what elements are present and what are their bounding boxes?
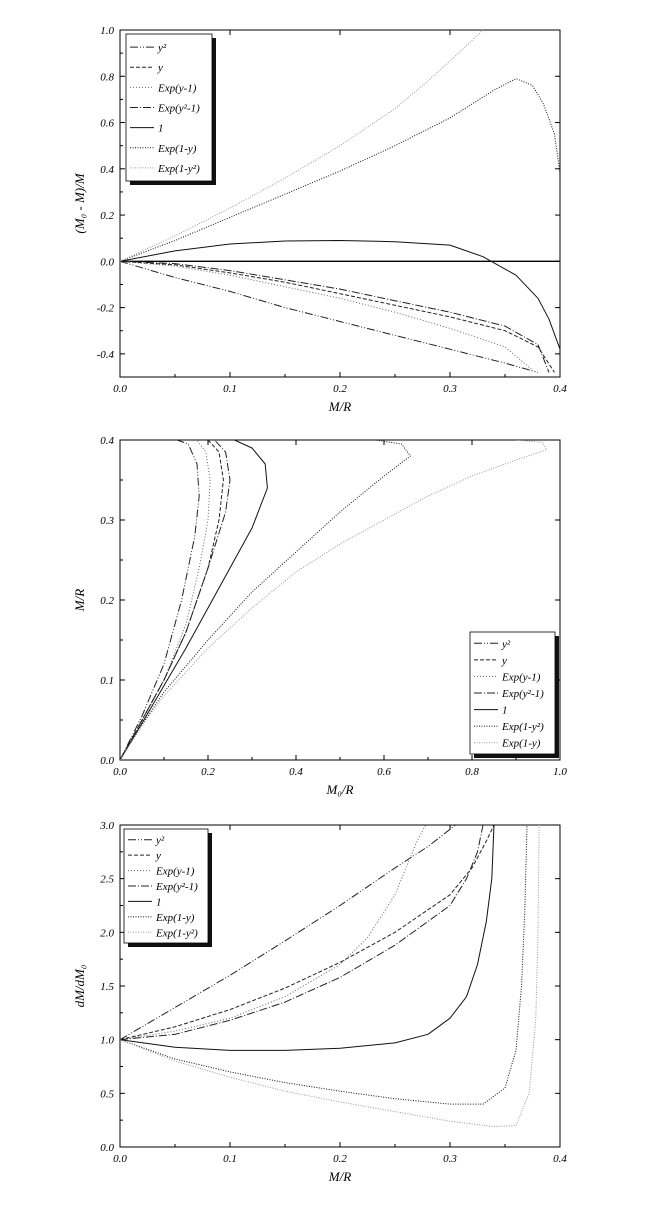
- y-tick-label: 0.4: [100, 164, 114, 176]
- series-line-5: [120, 825, 495, 1051]
- legend-entry: Exp(1-y²): [501, 721, 544, 733]
- series-line-1: [120, 825, 456, 1041]
- legend-entry: Exp(1-y²): [157, 163, 200, 175]
- series-line-5: [120, 240, 560, 350]
- series-group: [120, 440, 548, 760]
- legend-entry: Exp(y²-1): [157, 103, 200, 115]
- legend-entry: 1: [158, 123, 164, 135]
- legend-entry: 1: [156, 896, 162, 908]
- x-tick-label: 0.0: [113, 383, 127, 395]
- y-axis-label: M/R: [72, 589, 87, 612]
- series-line-2: [120, 825, 495, 1041]
- y-tick-label: 3.0: [99, 820, 114, 832]
- x-tick-label: 0.1: [223, 1153, 237, 1165]
- y-tick-label: 0.3: [100, 515, 114, 527]
- y-tick-label: 1.0: [100, 1035, 114, 1047]
- x-tick-label: 0.4: [553, 383, 567, 395]
- legend-entry: Exp(y-1): [155, 866, 195, 878]
- x-tick-label: 0.2: [201, 766, 215, 778]
- y-tick-label: 0.2: [100, 210, 114, 222]
- y-tick-label: 1.0: [100, 25, 114, 37]
- y-tick-label: 0.6: [100, 118, 114, 130]
- series-line-7: [120, 30, 484, 262]
- x-tick-label: 0.2: [333, 383, 347, 395]
- y-tick-label: 0.4: [100, 435, 114, 447]
- legend-entry: Exp(1-y²): [155, 927, 198, 939]
- series-line-4: [120, 440, 231, 760]
- legend-entry: Exp(y²-1): [501, 688, 544, 700]
- legend-entry: y: [501, 655, 507, 667]
- y-tick-label: 0.1: [100, 675, 114, 687]
- chart-1: 0.0 0.1 0.2 0.3 0.4 -0.4 -0.2 0.0 0.2 0.4 0.6 0.8 1.…: [72, 25, 567, 414]
- series-line-3: [120, 260, 533, 371]
- series-line-4: [120, 260, 550, 373]
- series-line-7: [120, 825, 540, 1128]
- series-line-2: [120, 260, 555, 373]
- series-line-1: [120, 260, 539, 373]
- y-tick-label: -0.2: [97, 303, 115, 315]
- legend: y² y Exp(y-1) Exp(y²-1) 1 Exp(1-y) Exp(1-y²): [123, 828, 212, 947]
- legend: y² y Exp(y-1) Exp(y²-1) 1 Exp(1-y) Exp(1-y²): [125, 33, 216, 185]
- y-axis-label: dM/dM₀: [72, 965, 87, 1008]
- x-tick-label: 0.4: [289, 766, 303, 778]
- series-group: [120, 825, 540, 1128]
- x-tick-label: 0.0: [113, 766, 127, 778]
- y-tick-label: 0.8: [100, 71, 114, 83]
- y-tick-label: 2.5: [100, 874, 114, 886]
- x-tick-label: 0.4: [553, 1153, 567, 1165]
- y-tick-label: 0.0: [100, 256, 114, 268]
- y-tick-label: 0.2: [100, 595, 114, 607]
- series-group: [120, 30, 560, 373]
- y-tick-label: 1.5: [100, 981, 114, 993]
- legend-entry: 1: [502, 705, 508, 717]
- y-tick-label: 2.0: [100, 927, 114, 939]
- x-tick-label: 0.3: [443, 383, 457, 395]
- x-tick-label: 0.2: [333, 1153, 347, 1165]
- legend-entry: Exp(1-y): [155, 912, 195, 924]
- legend-entry: Exp(1-y): [501, 738, 541, 750]
- x-tick-label: 0.6: [377, 766, 391, 778]
- chart-3: 0.0 0.1 0.2 0.3 0.4 0.0 0.5 1.0 1.5 2.0 2.5 3.0 M/R d…: [72, 820, 567, 1184]
- y-tick-label: 0.0: [100, 755, 114, 767]
- x-tick-label: 0.1: [223, 383, 237, 395]
- legend-entry: y: [157, 62, 163, 74]
- chart-2: 0.0 0.2 0.4 0.6 0.8 1.0 0.0 0.1 0.2 0.3 0.4 M₀/R M/R…: [72, 435, 567, 797]
- series-line-4: [120, 825, 484, 1041]
- legend-entry: y: [155, 850, 161, 862]
- x-axis-label: M/R: [328, 399, 351, 414]
- legend: y² y Exp(y-1) Exp(y²-1) 1 Exp(1-y²) Exp(1-y): [469, 631, 559, 758]
- y-axis-label: (M₀ - M)/M: [72, 172, 87, 233]
- series-line-6: [120, 440, 411, 760]
- x-axis-label: M/R: [328, 1169, 351, 1184]
- x-tick-label: 0.0: [113, 1153, 127, 1165]
- y-tick-label: -0.4: [97, 349, 115, 361]
- series-line-6: [120, 78, 560, 262]
- y-tick-label: 0.5: [100, 1088, 114, 1100]
- legend-entry: Exp(1-y): [157, 143, 197, 155]
- x-axis-label: M₀/R: [326, 782, 354, 797]
- y-tick-label: 0.0: [100, 1142, 114, 1154]
- series-line-5: [120, 440, 268, 760]
- legend-entry: y²: [157, 42, 167, 54]
- x-tick-label: 0.8: [465, 766, 479, 778]
- legend-entry: Exp(y-1): [501, 671, 541, 683]
- series-line-1: [120, 440, 200, 760]
- x-tick-label: 0.3: [443, 1153, 457, 1165]
- legend-entry: y²: [501, 638, 511, 650]
- series-line-2: [120, 440, 224, 760]
- legend-entry: Exp(y²-1): [155, 881, 198, 893]
- legend-entry: y²: [155, 835, 165, 847]
- legend-entry: Exp(y-1): [157, 82, 197, 94]
- x-tick-label: 1.0: [553, 766, 567, 778]
